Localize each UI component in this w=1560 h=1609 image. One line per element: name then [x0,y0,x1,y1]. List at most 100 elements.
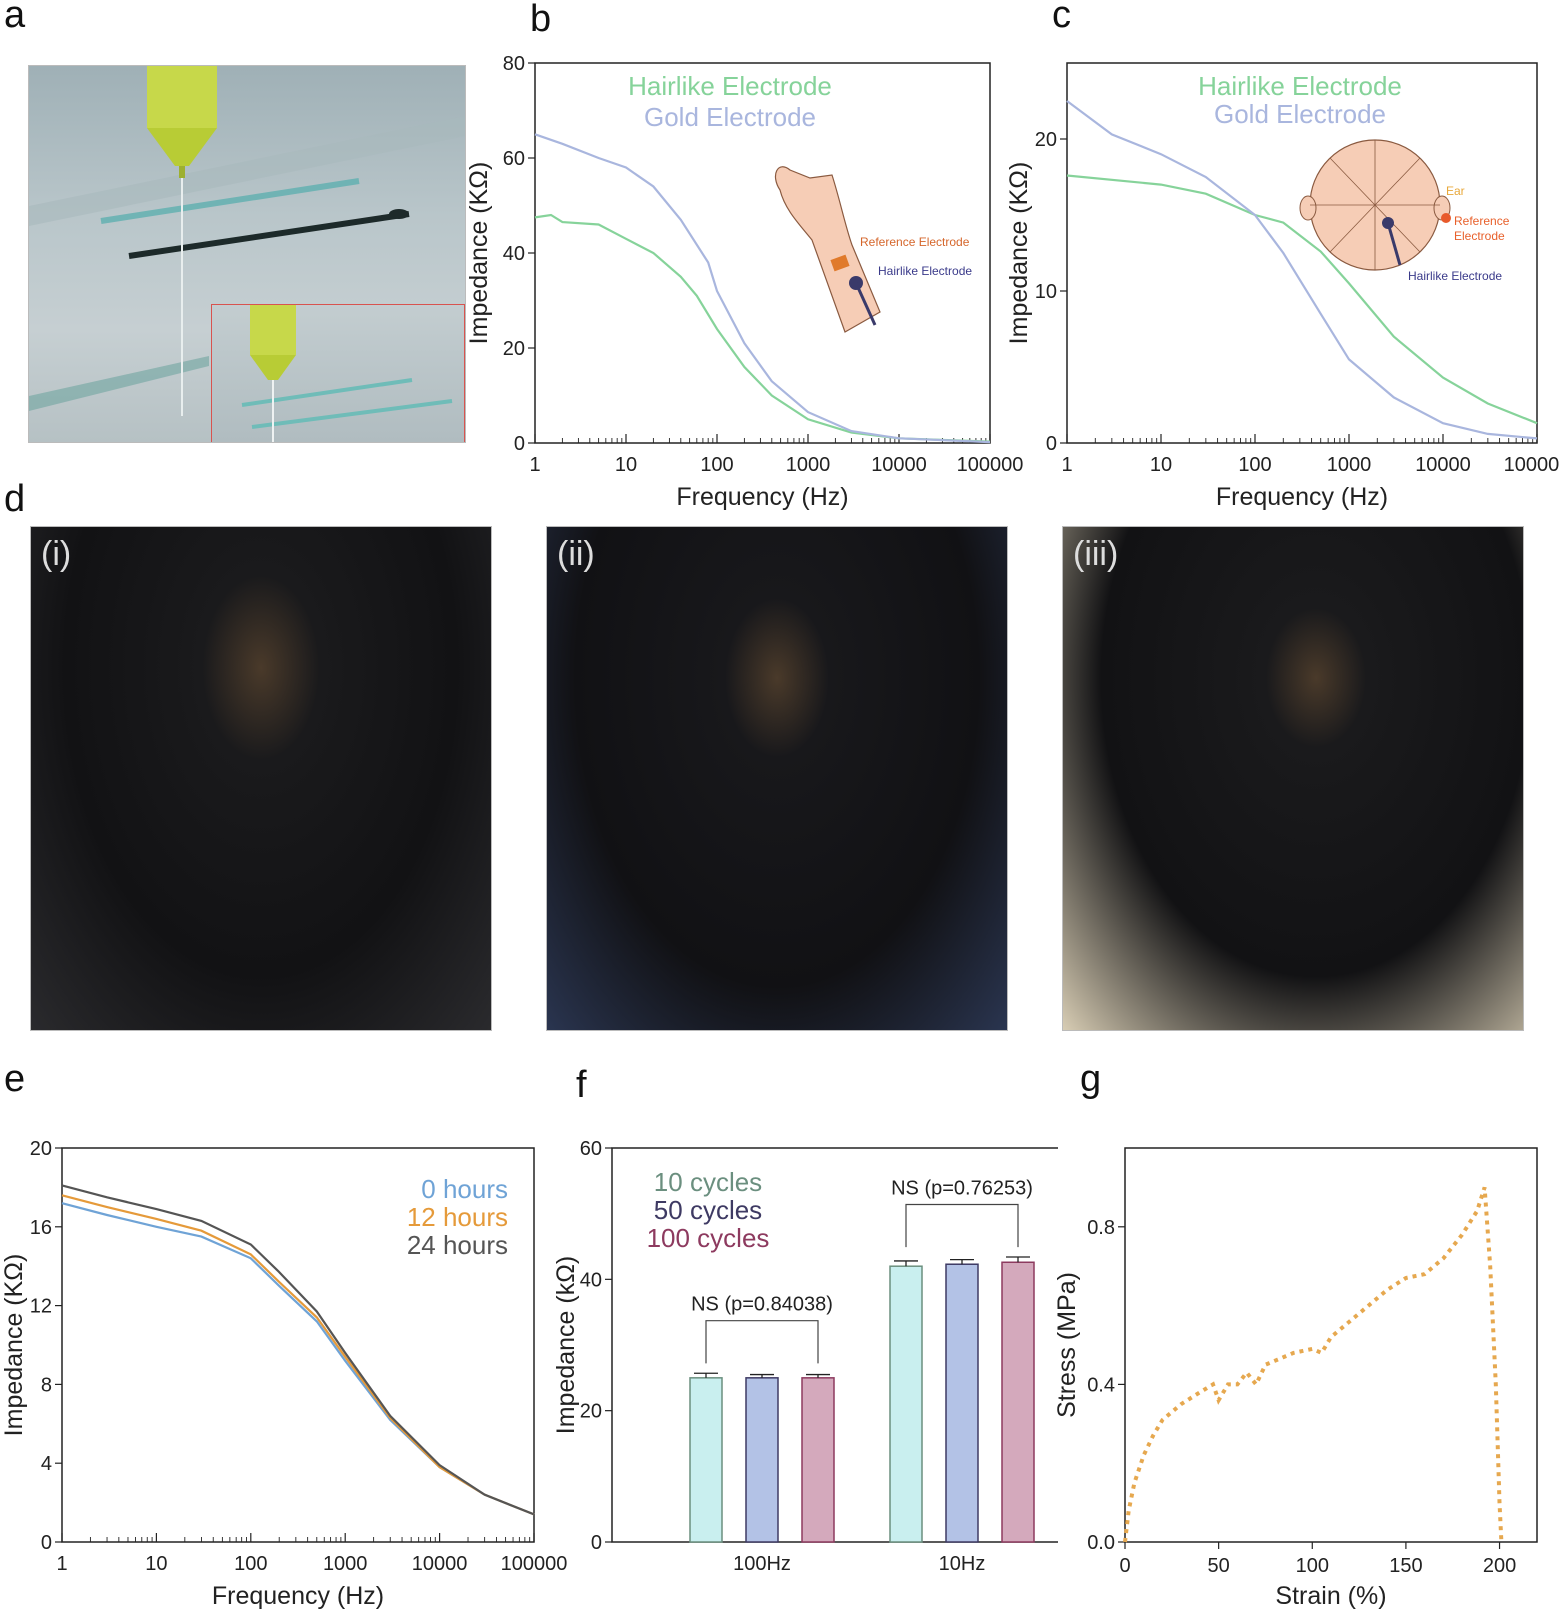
x-tick-label: 1 [56,1553,67,1575]
legend-entry-0: Hairlike Electrode [1198,71,1402,101]
x-tick-label: 10000 [412,1553,468,1575]
photo-label-iii: (iii) [1073,535,1119,573]
legend-entry-2: 100 cycles [647,1223,770,1253]
series-line-1 [1066,100,1538,440]
y-tick-label: 0 [41,1532,52,1554]
series-line-0 [1066,174,1538,425]
x-tick-label: 150 [1389,1555,1422,1577]
hairlike-electrode-wire [1386,222,1402,266]
legend-entry-1: 50 cycles [654,1195,762,1225]
y-axis-label: Impedance (KΩ) [1005,162,1033,345]
bar-10Hz-2 [1001,1261,1035,1543]
legend-entry-1: 12 hours [407,1202,508,1232]
panel-letter-f: f [576,1064,587,1106]
panel-letter-d: d [4,478,26,520]
significance-label-0: NS (p=0.84038) [691,1294,833,1316]
x-tick-label: 10000 [871,454,927,476]
plot-frame [1124,1147,1538,1543]
panel-letter-e: e [4,1058,26,1100]
panel-letter-a: a [4,0,26,36]
x-tick-label: 0 [1119,1555,1130,1577]
chart-b: 1 10 100 1000 10000 100000 0 20 40 60 80 Frequency … [465,53,1024,510]
y-tick-label: 20 [580,1401,602,1423]
y-axis-label: Impedance (KΩ) [0,1254,28,1437]
x-tick-label: 1 [529,454,540,476]
x-tick-label: 10 [145,1553,167,1575]
inset-reference-label-2: Electrode [1454,229,1505,243]
inset-reference-label: Reference Electrode [860,235,970,249]
x-tick-label: 100 [234,1553,267,1575]
x-tick-label: 100 [1296,1555,1329,1577]
y-tick-label: 0 [1046,433,1057,455]
y-tick-label: 0 [514,433,525,455]
syringe-illustration [29,66,465,416]
x-tick-label: 100 [700,454,733,476]
photo-label-i: (i) [41,535,72,573]
photo-label-ii: (ii) [557,535,595,573]
plot-frame [1066,62,1538,444]
y-tick-label: 20 [503,338,525,360]
bar-100Hz-0 [689,1377,723,1543]
reference-electrode-marker [1441,213,1451,223]
inset-reference-label-1: Reference [1454,214,1510,228]
y-tick-label: 20 [30,1138,52,1160]
y-axis-label: Stress (MPa) [1055,1272,1081,1418]
reference-electrode-marker [830,254,850,272]
head-photo-i: (i) [30,526,492,1031]
syringe-inset-photo [211,304,465,442]
series-line-1 [61,1194,535,1516]
series-line-0 [534,213,991,443]
left-ear-icon [1299,195,1317,221]
y-axis-label: Impedance (KΩ) [465,162,493,345]
x-tick-label: 1000 [323,1553,368,1575]
inset-ear-label: Ear [1446,184,1465,198]
x-tick-label: 10 [1150,454,1172,476]
series-line-2 [61,1184,535,1516]
inset-hairlike-label: Hairlike Electrode [878,264,972,278]
head-photo-ii: (ii) [546,526,1008,1031]
chart-c: 1 10 100 1000 10000 100000 0 10 20 Frequency (Hz)… [1005,62,1560,510]
x-tick-label: 10 [615,454,637,476]
inset-hairlike-label: Hairlike Electrode [1408,269,1502,283]
bar-100Hz-1 [745,1377,779,1543]
bar-10Hz-1 [945,1263,979,1543]
y-tick-label: 40 [580,1269,602,1291]
significance-bracket-0 [705,1320,819,1364]
x-tick-label: 100000 [1504,454,1560,476]
head-photo-iii: (iii) [1062,526,1524,1031]
hairlike-electrode-wire [854,282,877,326]
legend-entry-1: Gold Electrode [1214,99,1386,129]
chart-g: 0 50 100 150 200 0.0 0.4 0.8 Strain (%) Stress (M… [1055,1147,1538,1609]
y-tick-label: 0 [591,1532,602,1554]
panel-letter-g: g [1080,1058,1102,1100]
x-tick-label: 100000 [957,454,1024,476]
stress-strain-curve [1123,1186,1504,1543]
x-axis-label: Frequency (Hz) [1216,483,1388,510]
x-tick-label: 100000 [501,1553,568,1575]
bar-10Hz-0 [889,1265,923,1543]
panel-letter-c: c [1052,0,1071,36]
chart-f: 0 20 40 60 Impedance (kΩ) 100Hz NS (p=0.84038)… [552,1138,1058,1575]
x-category-label: 10Hz [939,1553,986,1575]
chart-e: 1 10 100 1000 10000 100000 0 4 8 12 16 20 Frequency … [0,1138,568,1609]
y-tick-label: 80 [503,53,525,75]
y-tick-label: 0.4 [1087,1374,1115,1396]
legend-entry-0: Hairlike Electrode [628,71,832,101]
y-tick-label: 60 [503,148,525,170]
series-line-1 [534,133,991,444]
plot-frame [611,1147,1058,1543]
y-tick-label: 60 [580,1138,602,1160]
legend-entry-2: 24 hours [407,1230,508,1260]
legend-entry-0: 10 cycles [654,1167,762,1197]
x-axis-label: Frequency (Hz) [212,1582,384,1609]
x-tick-label: 100 [1238,454,1271,476]
y-axis-label: Impedance (kΩ) [552,1256,580,1434]
x-axis-label: Frequency (Hz) [676,483,848,510]
x-tick-label: 10000 [1415,454,1471,476]
head-grid-line-3 [1329,157,1421,253]
y-tick-label: 16 [30,1217,52,1239]
y-tick-label: 10 [1035,281,1057,303]
y-tick-label: 4 [41,1453,52,1475]
x-tick-label: 1000 [1327,454,1372,476]
x-tick-label: 1 [1061,454,1072,476]
